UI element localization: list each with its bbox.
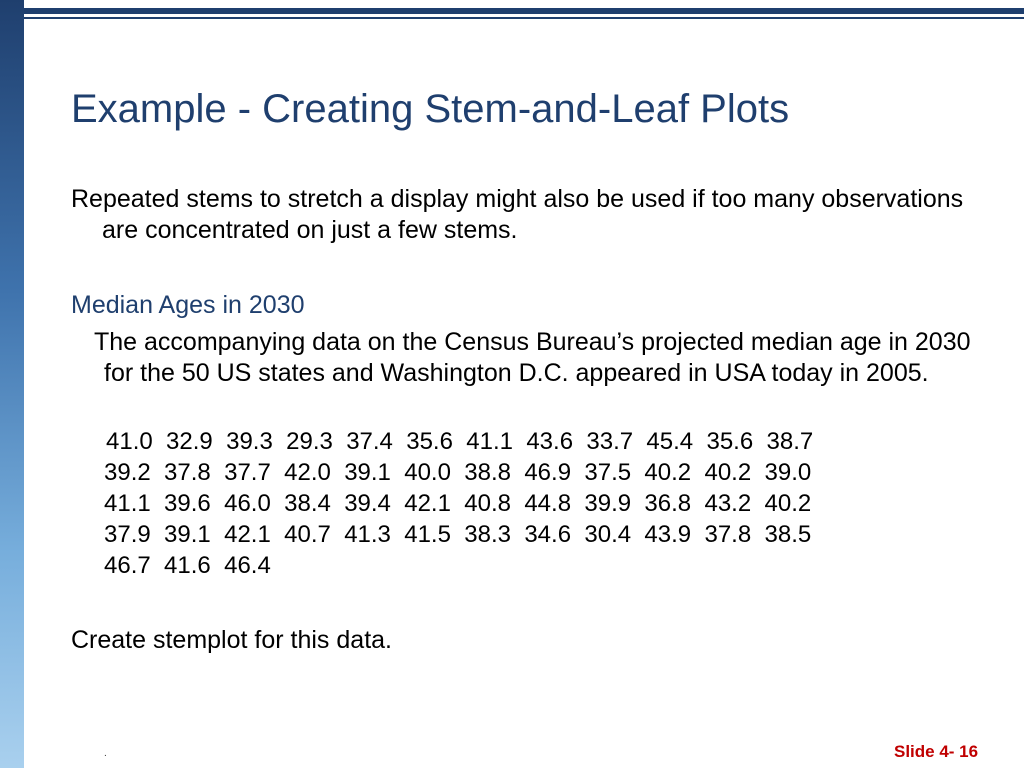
top-rule (24, 8, 1024, 14)
footer-dot: . (104, 748, 107, 759)
sidebar-gradient (0, 0, 24, 768)
section-subheading: Median Ages in 2030 (71, 291, 305, 319)
data-line: 46.7 41.6 46.4 (104, 552, 271, 579)
data-line: 41.0 32.9 39.3 29.3 37.4 35.6 41.1 43.6 … (106, 428, 814, 455)
data-line: 39.2 37.8 37.7 42.0 39.1 40.0 38.8 46.9 … (104, 459, 812, 486)
median-age-data: 41.0 32.9 39.3 29.3 37.4 35.6 41.1 43.6 … (104, 426, 813, 581)
intro-paragraph: Repeated stems to stretch a display migh… (71, 185, 964, 244)
slide-number: Slide 4- 16 (894, 742, 979, 761)
data-description: The accompanying data on the Census Bure… (94, 328, 971, 387)
slide-title: Example - Creating Stem-and-Leaf Plots (71, 87, 790, 131)
data-line: 41.1 39.6 46.0 38.4 39.4 42.1 40.8 44.8 … (104, 490, 812, 517)
task-instruction: Create stemplot for this data. (71, 626, 392, 654)
top-rule-thin (24, 17, 1024, 19)
data-line: 37.9 39.1 42.1 40.7 41.3 41.5 38.3 34.6 … (104, 521, 812, 548)
